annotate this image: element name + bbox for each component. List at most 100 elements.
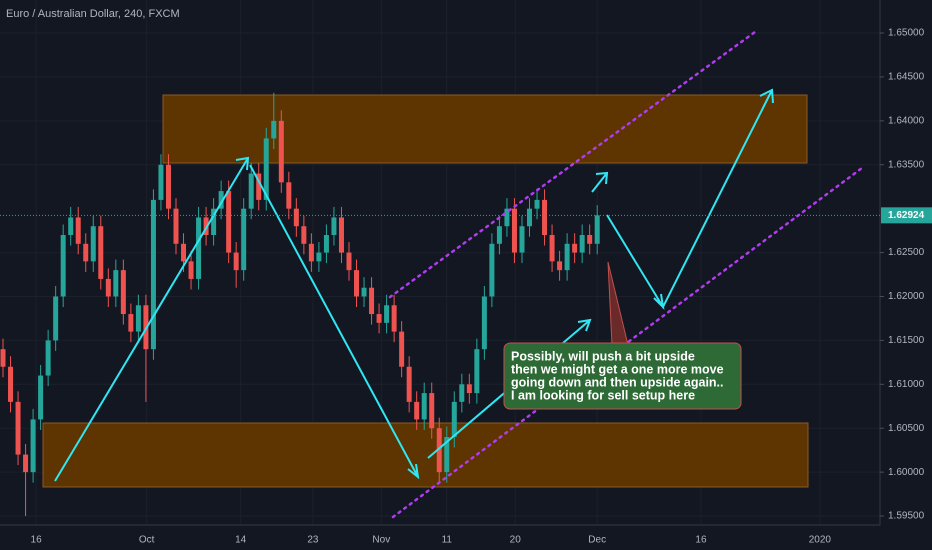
y-tick-label: 1.64500 — [888, 72, 925, 83]
candle-body — [496, 226, 502, 244]
y-tick-label: 1.65000 — [888, 28, 925, 39]
x-tick-label: 20 — [510, 535, 522, 546]
candle-body — [196, 217, 202, 279]
candle-body — [564, 243, 570, 271]
drawings — [54, 30, 864, 519]
candle-body — [587, 235, 593, 244]
y-tick-label: 1.60000 — [888, 467, 925, 478]
x-tick-label: 11 — [442, 535, 453, 546]
candle-body — [338, 217, 344, 253]
candle-body — [323, 235, 329, 253]
candle-body — [504, 208, 510, 227]
candle-body — [301, 226, 307, 244]
candle-body — [120, 270, 126, 315]
x-tick-label: 16 — [695, 535, 707, 546]
candle-body — [60, 235, 66, 297]
candle-body — [376, 314, 382, 323]
candle-body — [90, 226, 96, 262]
x-tick-label: 16 — [31, 535, 43, 546]
chart-title: Euro / Australian Dollar, 240, FXCM — [6, 8, 180, 20]
arrows — [54, 88, 774, 482]
annotation-line: Possibly, will push a bit upside — [511, 349, 695, 363]
candle-body — [406, 366, 412, 402]
last-price-box — [881, 207, 932, 224]
candle-body — [248, 173, 254, 209]
support-zone — [42, 422, 809, 488]
candle-body — [75, 217, 81, 244]
candle-body — [68, 217, 74, 236]
candle-body — [293, 208, 299, 227]
candle-body — [489, 243, 495, 297]
candle-body — [135, 305, 141, 332]
candle-body — [361, 287, 367, 297]
candle-body — [105, 278, 111, 297]
candle-body — [128, 314, 134, 332]
annotation-box — [503, 342, 742, 410]
candle-body — [38, 375, 44, 420]
candle-body — [354, 270, 360, 297]
candle-body — [444, 437, 450, 473]
y-tick-label: 1.61500 — [888, 335, 925, 346]
candle-body — [45, 340, 51, 376]
candle-body — [391, 305, 397, 332]
candle-body — [414, 401, 420, 420]
candle-body — [83, 243, 89, 262]
candle-body — [98, 226, 104, 279]
x-tick-label: 14 — [235, 535, 247, 546]
annotation-text: Possibly, will push a bit upside then we… — [511, 349, 724, 402]
candle-body — [542, 199, 548, 236]
candle-body — [308, 243, 314, 262]
candle-body — [218, 191, 224, 209]
candle-body — [158, 164, 164, 200]
candle-body — [579, 235, 585, 253]
candle-body — [233, 252, 239, 271]
arrow — [606, 88, 774, 310]
candle-body — [429, 393, 435, 429]
x-tick-label: 23 — [307, 535, 319, 546]
candle-body — [263, 138, 269, 200]
candle-body — [113, 270, 119, 297]
annotation-line: going down and then upside again.. — [511, 375, 724, 389]
candle-body — [241, 208, 247, 271]
candle-body — [466, 384, 472, 394]
candle-body — [278, 120, 284, 183]
y-tick-label: 1.63500 — [888, 159, 925, 170]
y-tick-label: 1.62000 — [888, 291, 925, 302]
candle-body — [331, 217, 337, 236]
candle-body — [534, 199, 540, 209]
candle-body — [226, 191, 232, 253]
candle-body — [557, 261, 563, 271]
arrow — [249, 164, 420, 480]
candle-body — [346, 252, 352, 271]
candle-body — [316, 252, 322, 262]
candle-body — [188, 261, 194, 279]
y-tick-label: 1.64000 — [888, 115, 925, 126]
arrow — [591, 171, 609, 193]
candle-body — [165, 164, 171, 209]
candle-body — [481, 296, 487, 350]
y-tick-label: 1.62500 — [888, 247, 925, 258]
resistance-zone — [162, 94, 808, 164]
candle-body — [527, 208, 533, 227]
candle-body — [594, 215, 600, 244]
candle-body — [421, 393, 427, 420]
candle-body — [211, 208, 217, 236]
channel-lower — [391, 166, 864, 519]
candle-body — [459, 384, 465, 402]
candle-body — [271, 120, 277, 139]
x-tick-label: 2020 — [809, 535, 832, 546]
candle-body — [53, 296, 59, 341]
x-tick-label: Nov — [372, 535, 390, 546]
candle-body — [474, 349, 480, 394]
candle-body — [519, 226, 525, 253]
annotation-line: then we might get a one more move — [511, 362, 724, 376]
axes: 1.59500 1.60000 1.60500 1.61000 1.61500 1.620… — [0, 28, 932, 546]
candle-body — [23, 454, 29, 473]
candle-body — [451, 401, 457, 438]
annotation-line: I am looking for sell setup here — [511, 388, 695, 402]
candle-body — [549, 235, 555, 262]
candle-body — [369, 287, 375, 315]
x-tick-label: Dec — [588, 535, 606, 546]
last-price-label: 1.62924 — [888, 210, 925, 221]
